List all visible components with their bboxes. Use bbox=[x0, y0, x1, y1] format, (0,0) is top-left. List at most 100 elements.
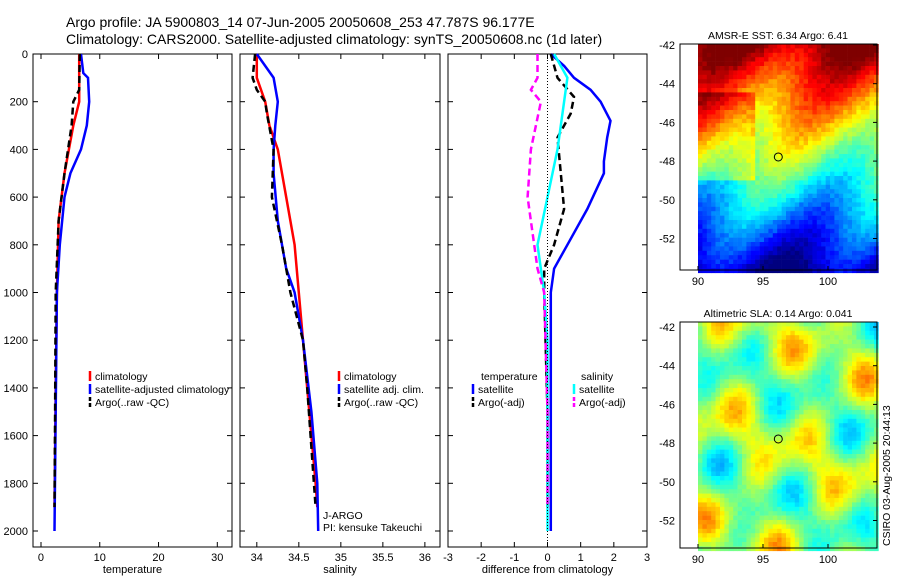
map-cell bbox=[808, 401, 813, 406]
map-cell bbox=[838, 410, 844, 415]
map-cell bbox=[838, 88, 844, 93]
map-cell bbox=[816, 74, 822, 80]
map-cell bbox=[711, 162, 716, 168]
map-cell bbox=[768, 250, 774, 256]
map-cell bbox=[702, 480, 708, 486]
map-cell bbox=[812, 202, 818, 208]
map-cell bbox=[821, 57, 826, 62]
map-cell bbox=[816, 162, 822, 168]
map-cell bbox=[702, 246, 708, 252]
map-cell bbox=[772, 322, 778, 327]
map-cell bbox=[764, 110, 769, 115]
map-cell bbox=[874, 436, 879, 442]
map-cell bbox=[799, 198, 804, 203]
map-cell bbox=[834, 224, 840, 230]
map-cell bbox=[724, 335, 730, 340]
map-cell bbox=[799, 162, 804, 168]
map-cell bbox=[816, 132, 822, 137]
map-cell bbox=[830, 454, 835, 459]
map-cell bbox=[759, 471, 765, 477]
map-cell bbox=[812, 96, 818, 102]
map-cell bbox=[733, 268, 738, 274]
map-cell bbox=[706, 493, 712, 499]
map-cell bbox=[834, 132, 840, 137]
map-cell bbox=[790, 145, 796, 150]
map-cell bbox=[781, 476, 787, 481]
map-cell bbox=[794, 502, 800, 508]
map-cell bbox=[724, 259, 730, 265]
map-cell bbox=[755, 268, 760, 274]
map-cell bbox=[737, 326, 743, 332]
map-cell bbox=[698, 132, 703, 137]
map-cell bbox=[812, 167, 818, 172]
map-cell bbox=[733, 57, 738, 62]
map-cell bbox=[702, 136, 708, 142]
map-cell bbox=[781, 61, 787, 67]
map-cell bbox=[742, 171, 747, 177]
map-cell bbox=[830, 198, 835, 203]
map-cell bbox=[764, 423, 769, 428]
map-cell bbox=[874, 493, 879, 499]
map-cell bbox=[847, 171, 853, 177]
map-cell bbox=[715, 379, 721, 384]
map-cell bbox=[852, 242, 857, 247]
map-cell bbox=[874, 506, 879, 512]
map-cell bbox=[720, 515, 725, 521]
map-cell bbox=[865, 206, 870, 212]
map-cell bbox=[715, 92, 721, 98]
map-cell bbox=[759, 220, 765, 225]
map-cell bbox=[781, 140, 787, 146]
map-cell bbox=[786, 149, 791, 155]
map-cell bbox=[838, 361, 844, 367]
map-cell bbox=[847, 348, 853, 354]
map-cell bbox=[790, 171, 796, 177]
map-cell bbox=[715, 176, 721, 181]
map-cell bbox=[746, 388, 752, 393]
map-cell bbox=[755, 228, 760, 234]
map-cell bbox=[750, 52, 756, 58]
map-cell bbox=[874, 237, 879, 243]
map-cell bbox=[794, 493, 800, 499]
map-cell bbox=[781, 361, 787, 367]
map-cell bbox=[825, 220, 831, 225]
map-cell bbox=[856, 511, 862, 516]
map-cell bbox=[790, 423, 796, 428]
map-cell bbox=[781, 410, 787, 415]
map-cell bbox=[706, 379, 712, 384]
map-cell bbox=[711, 198, 716, 203]
map-cell bbox=[728, 414, 734, 420]
map-cell bbox=[812, 480, 818, 486]
map-cell bbox=[803, 52, 809, 58]
map-cell bbox=[860, 449, 866, 455]
map-cell bbox=[750, 167, 756, 172]
map-cell bbox=[737, 264, 743, 269]
map-cell bbox=[772, 127, 778, 133]
map-cell bbox=[746, 502, 752, 508]
map-cell bbox=[724, 264, 730, 269]
map-cell bbox=[803, 414, 809, 420]
map-cell bbox=[869, 449, 875, 455]
map-cell bbox=[865, 57, 870, 62]
map-cell bbox=[812, 242, 818, 247]
map-cell bbox=[698, 176, 703, 181]
map-cell bbox=[755, 61, 760, 67]
map-cell bbox=[724, 370, 730, 376]
map-cell bbox=[860, 61, 866, 67]
map-cell bbox=[869, 489, 875, 494]
x-tick-label: -2 bbox=[476, 552, 486, 564]
map-cell bbox=[830, 476, 835, 481]
map-cell bbox=[772, 140, 778, 146]
map-cell bbox=[812, 57, 818, 62]
map-cell bbox=[843, 70, 848, 76]
map-cell bbox=[772, 193, 778, 199]
map-cell bbox=[799, 383, 804, 389]
map-cell bbox=[764, 193, 769, 199]
map-cell bbox=[843, 542, 848, 547]
map-cell bbox=[750, 255, 756, 260]
map-cell bbox=[706, 132, 712, 137]
map-cell bbox=[852, 366, 857, 371]
map-cell bbox=[742, 66, 747, 71]
map-cell bbox=[759, 184, 765, 190]
map-cell bbox=[764, 176, 769, 181]
map-cell bbox=[869, 114, 875, 120]
